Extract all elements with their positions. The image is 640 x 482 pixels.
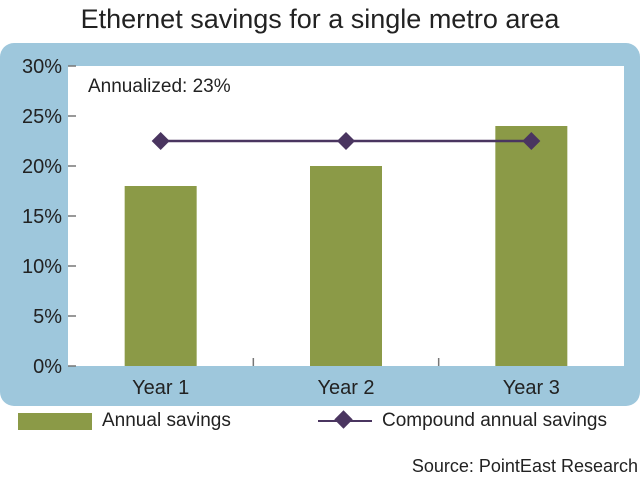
bar — [310, 166, 382, 366]
legend-label-annual-savings: Annual savings — [102, 410, 231, 431]
y-tick-label: 30% — [22, 56, 62, 78]
y-tick-label: 5% — [33, 306, 62, 328]
bar — [124, 186, 197, 366]
annualized-annotation: Annualized: 23% — [88, 76, 231, 97]
source-note: Source: PointEast Research — [411, 456, 638, 476]
diamond-marker-icon — [334, 410, 353, 429]
bar-series — [124, 126, 568, 366]
line-point — [337, 132, 355, 150]
x-tick-label: Year 2 — [317, 377, 374, 399]
y-tick-label: 0% — [33, 356, 62, 378]
chart-title: Ethernet savings for a single metro area — [80, 4, 560, 34]
legend-swatch-line — [318, 410, 372, 431]
y-axis: 0% 5% 10% 15% 20% 25% 30% — [22, 56, 76, 378]
legend-item-compound-annual-savings: Compound annual savings — [318, 410, 607, 432]
legend-label-compound-annual-savings: Compound annual savings — [382, 410, 607, 431]
x-tick-label: Year 3 — [503, 377, 560, 399]
x-tick-label: Year 1 — [132, 377, 189, 399]
line-point — [522, 132, 541, 150]
line-point — [151, 132, 170, 150]
bar — [495, 126, 568, 366]
legend-item-annual-savings: Annual savings — [18, 410, 231, 432]
y-tick-label: 15% — [22, 206, 62, 228]
y-tick-label: 20% — [22, 156, 62, 178]
y-tick-label: 10% — [22, 256, 62, 278]
x-axis: Year 1 Year 2 Year 3 — [132, 358, 560, 399]
legend-swatch-bar — [18, 412, 92, 430]
legend: Annual savings Compound annual savings — [0, 410, 640, 446]
chart-svg: Annualized: 23% 0% 5% 10% 15% 20% 25% 30% Year… — [22, 56, 624, 399]
y-tick-label: 25% — [22, 106, 62, 128]
line-series — [151, 132, 541, 150]
